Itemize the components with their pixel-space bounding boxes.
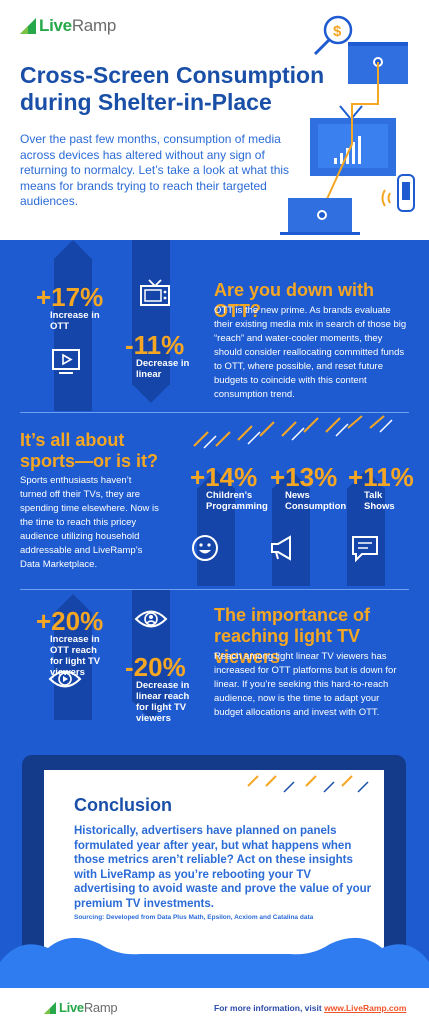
conclusion-card [44,770,384,962]
footer-info: For more information, visit www.LiveRamp… [214,1003,406,1013]
sports-heading: It’s all about sports—or is it? [20,430,159,471]
tv-antenna-icon [140,279,170,306]
linear-reach-decrease-label: Decrease in linear reach for light TV vi… [136,680,190,724]
children-programming-label: Children’s Programming [206,490,268,512]
eye-play-icon [48,670,82,688]
liveramp-logo[interactable]: LiveRamp [20,16,116,36]
footer [0,988,429,1024]
liveramp-mark-icon [20,18,36,34]
header: LiveRamp Cross-Screen Consumption during… [0,0,429,240]
conclusion-text: Historically, advertisers have planned o… [74,825,372,910]
svg-text:$: $ [333,23,342,40]
news-consumption-value: +13% [270,462,338,492]
sports-text: Sports enthusiasts haven’t turned off th… [20,475,159,570]
page-title: Cross-Screen Consumption during Shelter-… [20,62,325,115]
footer-logo-text-ramp: Ramp [83,1000,118,1015]
logo-text-live: Live [39,16,72,35]
linear-decrease-label: Decrease in linear [136,358,190,380]
talk-shows-label: Talk Shows [364,490,395,512]
conclusion-source: Sourcing: Developed from Data Plus Math,… [74,914,314,921]
decorative-dashes [193,415,393,449]
ott-increase-label: Increase in OTT [50,310,100,332]
chat-icon [352,536,378,563]
megaphone-icon [271,535,291,561]
devices-illustration: $ [280,15,415,235]
linear-decrease-value: -11% [125,330,185,360]
logo-text-ramp: Ramp [71,16,116,35]
talk-shows-value: +11% [348,462,414,492]
liveramp-website-link[interactable]: www.LiveRamp.com [324,1003,407,1013]
conclusion-title: Conclusion [74,795,172,815]
intro-text: Over the past few months, consumption of… [20,132,290,208]
play-screen-icon [52,349,80,374]
decorative-dashes [247,775,369,793]
magnifier-icon [323,15,353,45]
eye-person-icon [134,610,168,628]
ott-increase-value: +17% [36,282,104,312]
linear-reach-decrease-value: -20% [125,652,186,682]
footer-logo-text-live: Live [59,1000,84,1015]
light-viewers-text: Reach among light linear TV viewers has … [214,651,397,718]
ott-reach-increase-value: +20% [36,606,104,636]
children-programming-value: +14% [190,462,258,492]
ott-text: OTT is the new prime. As brands evaluate… [214,305,407,400]
liveramp-mark-icon [44,1001,56,1014]
ott-heading: Are you down with OTT? [214,280,374,321]
cloud-decoration [0,937,429,990]
footer-info-text: For more information, visit [214,1003,322,1013]
footer-liveramp-logo[interactable]: LiveRamp [44,1000,118,1015]
light-viewers-heading: The importance of reaching light TV view… [214,605,371,667]
news-consumption-label: News Consumption [285,490,347,512]
smiley-icon [192,535,218,561]
